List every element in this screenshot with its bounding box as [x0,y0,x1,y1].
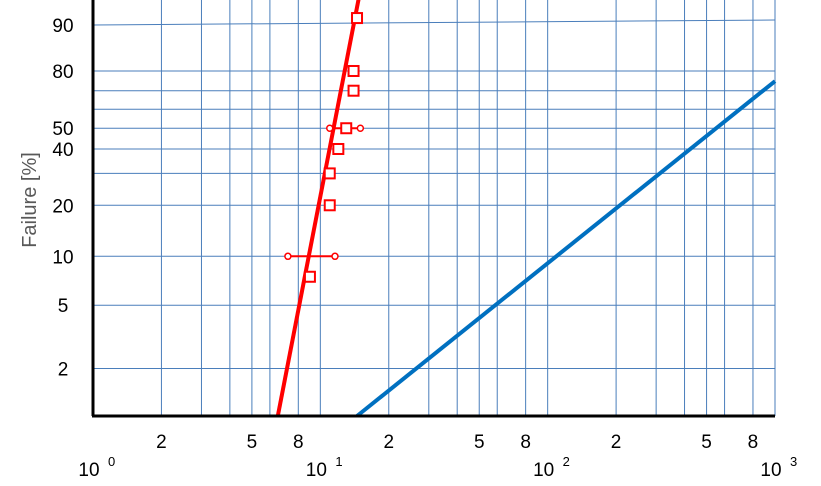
x-decade-exponent: 2 [563,454,570,469]
x-decade-label: 10 [760,460,781,481]
y-tick-label: 80 [52,62,73,83]
red-fit-line [275,0,361,417]
x-decade-exponent: 1 [335,454,342,469]
axes-layer [91,0,775,418]
y-tick-label: 20 [52,196,73,217]
series-layer [275,0,777,418]
x-tick-label: 8 [293,432,304,453]
grid-layer [92,0,776,416]
x-decade-exponent: 0 [108,454,115,469]
x-decade-label: 10 [306,460,327,481]
y-tick-label: 10 [52,247,73,268]
x-tick-label: 8 [748,432,759,453]
y-tick-label: 40 [52,140,73,161]
x-decade-label: 10 [78,460,99,481]
interval-end-marker [325,124,334,132]
x-tick-label: 5 [701,432,712,453]
x-decade-label: 10 [533,460,554,481]
data-point [347,64,360,77]
data-point [323,167,336,180]
x-decade-exponent: 3 [790,454,797,469]
y-tick-label: 5 [58,296,69,317]
x-tick-label: 2 [156,432,167,453]
x-tick-label: 2 [383,432,394,453]
x-tick-label: 5 [247,432,258,453]
data-point [340,122,353,135]
data-point [347,84,360,97]
interval-end-marker [284,252,292,261]
data-point [351,12,364,25]
y-tick-label: 50 [52,119,73,140]
y-tick-label: 2 [58,360,69,381]
data-point [332,142,345,155]
data-point [323,199,336,212]
x-tick-label: 8 [520,432,531,453]
x-tick-label: 2 [611,432,622,453]
y-gridline [92,19,776,26]
x-tick-label: 5 [474,432,485,453]
interval-end-marker [331,252,339,261]
y-tick-label: 90 [52,16,73,37]
blue-fit-line [355,79,777,418]
y-axis-label: Failure [%] [19,152,41,248]
interval-end-marker [356,124,365,132]
data-point [303,270,316,283]
